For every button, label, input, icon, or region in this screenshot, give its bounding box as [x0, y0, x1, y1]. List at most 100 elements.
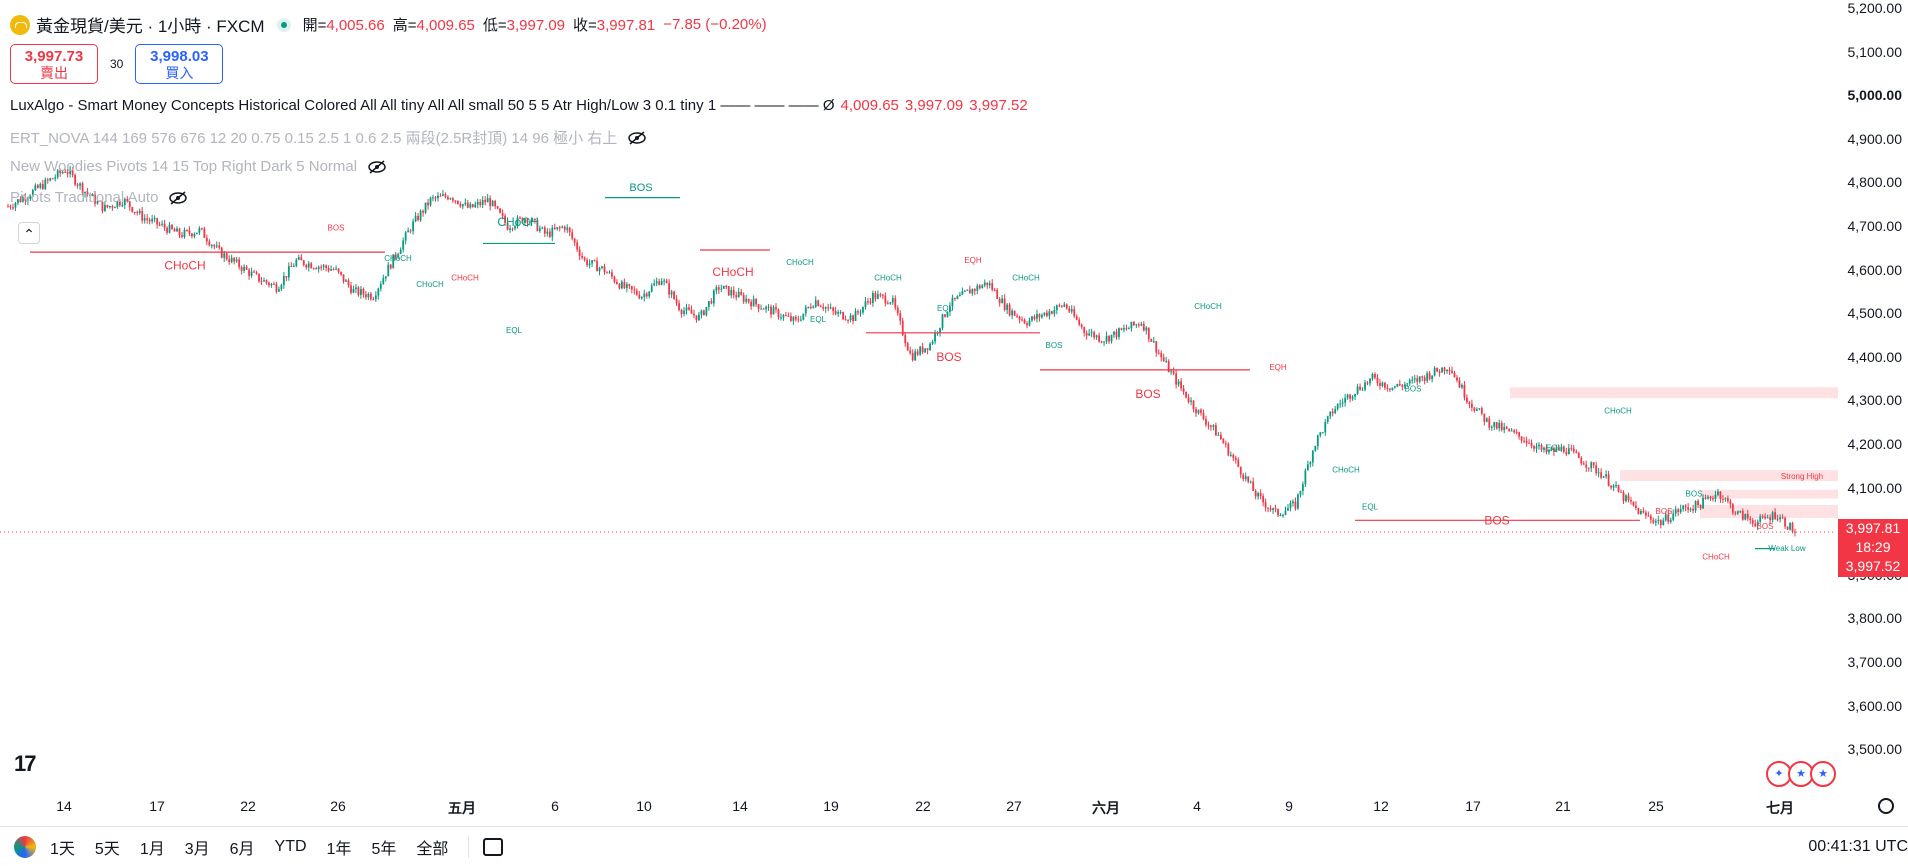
candle-body [9, 206, 12, 208]
candle-body [583, 257, 586, 260]
candle-body [1068, 308, 1071, 312]
candle-body [1210, 425, 1212, 427]
candle-body [1607, 474, 1610, 486]
smc-label: EQH [1269, 363, 1287, 372]
candle-body [466, 202, 469, 208]
buy-button[interactable]: 3,998.03 買入 [135, 44, 224, 84]
candle-body [337, 268, 340, 272]
range-6m-button[interactable]: 6月 [229, 840, 255, 858]
candle-body [1545, 447, 1548, 453]
candle-body [757, 304, 760, 309]
candle-body [64, 171, 67, 173]
candle-body [1299, 490, 1302, 495]
candle-body [1247, 476, 1250, 482]
candle-body [29, 196, 32, 199]
candle-body [881, 294, 884, 296]
candle-body [1600, 472, 1603, 478]
candle-body [1093, 332, 1096, 338]
candle-body [1764, 516, 1767, 519]
candle-body [434, 197, 437, 199]
symbol-title[interactable]: 黃金現貨/美元 · 1小時 · FXCM [36, 17, 265, 36]
emoji-icon[interactable] [14, 835, 36, 858]
candle-body [1192, 400, 1195, 409]
event-flags[interactable]: ✦ ★ ★ [1766, 761, 1836, 787]
candle-body [548, 231, 551, 237]
candle-body [966, 289, 969, 291]
candle-body [911, 353, 914, 361]
candle-body [1704, 497, 1707, 499]
candle-body [1697, 501, 1699, 506]
candle-body [1259, 493, 1262, 497]
range-all-button[interactable]: 全部 [416, 840, 449, 858]
candle-body [1088, 333, 1091, 336]
candle-body [1252, 481, 1255, 491]
candle-body [79, 183, 81, 186]
candle-body [113, 207, 116, 209]
candle-body [404, 232, 407, 241]
candle-body [128, 201, 131, 208]
range-5y-button[interactable]: 5年 [371, 840, 397, 858]
indicator-luxalgo[interactable]: LuxAlgo - Smart Money Concepts Historica… [10, 97, 1028, 114]
candle-body [499, 208, 502, 213]
candle-body [874, 292, 877, 299]
us-flag-icon[interactable]: ★ [1810, 761, 1836, 787]
candle-body [785, 315, 787, 317]
candle-body [1644, 512, 1647, 516]
time-axis-label: 14 [732, 798, 748, 814]
gear-icon[interactable] [1878, 798, 1894, 814]
candle-body [1331, 411, 1334, 414]
candle-body [529, 221, 531, 223]
candle-body [1744, 513, 1747, 520]
calendar-icon[interactable] [483, 837, 504, 856]
candle-body [606, 272, 608, 274]
range-1m-button[interactable]: 1月 [139, 840, 165, 858]
sell-button[interactable]: 3,997.73 賣出 [10, 44, 98, 84]
candle-body [1254, 490, 1257, 497]
candle-body [735, 295, 738, 298]
range-ytd-button[interactable]: YTD [274, 837, 307, 855]
time-axis-label: 10 [636, 798, 652, 814]
utc-clock[interactable]: 00:41:31 UTC [1808, 838, 1908, 855]
candle-body [1736, 511, 1739, 514]
candle-body [1759, 516, 1762, 522]
candle-body [287, 266, 290, 278]
indicator-ert-nova[interactable]: ERT_NOVA 144 169 576 676 12 20 0.75 0.15… [10, 127, 647, 148]
candle-body [767, 306, 770, 308]
candle-body [489, 198, 492, 207]
indicator-pivots-traditional[interactable]: Pivots Traditional Auto [10, 189, 188, 206]
smc-label: BOS [1686, 489, 1703, 498]
tradingview-logo[interactable]: 17 [14, 751, 37, 776]
candle-body [1222, 438, 1225, 444]
collapse-legend-button[interactable]: ⌃ [18, 222, 40, 244]
indicator-woodies-pivots[interactable]: New Woodies Pivots 14 15 Top Right Dark … [10, 158, 387, 175]
candle-body [1766, 517, 1769, 519]
eye-off-icon[interactable] [627, 130, 647, 145]
price-chart[interactable]: CHoCH BOS CHoCH BOS CHoCH BOS BOS BOS EQL EQH EQH S… [0, 0, 1908, 800]
candle-body [1565, 451, 1568, 455]
indicator-label: Pivots Traditional Auto [10, 189, 159, 206]
range-5d-button[interactable]: 5天 [94, 840, 120, 858]
candle-body [1702, 497, 1704, 509]
time-axis-label: 22 [240, 798, 256, 814]
candle-body [248, 269, 250, 276]
candle-body [66, 172, 69, 174]
time-axis-label: 12 [1373, 798, 1389, 814]
candle-body [1575, 451, 1578, 453]
candle-body [379, 284, 382, 289]
candle-body [1659, 519, 1662, 526]
eye-off-icon[interactable] [168, 190, 188, 205]
smc-label: CHoCH [1194, 302, 1222, 311]
time-axis-label: 21 [1555, 798, 1571, 814]
time-axis-label: 22 [915, 798, 931, 814]
range-3m-button[interactable]: 3月 [184, 840, 210, 858]
time-axis-label: 27 [1006, 798, 1022, 814]
candle-body [1674, 509, 1677, 514]
range-1d-button[interactable]: 1天 [50, 840, 75, 858]
candle-body [225, 253, 228, 260]
range-1y-button[interactable]: 1年 [326, 840, 352, 858]
candle-body [1289, 503, 1292, 509]
smc-label: CHoCH [1702, 553, 1730, 562]
eye-off-icon[interactable] [367, 159, 387, 174]
symbol-legend[interactable]: 黃金現貨/美元 · 1小時 · FXCM 開=4,005.66 高=4,009.… [10, 12, 767, 37]
price-axis-label: 3,500.00 [1847, 741, 1903, 758]
